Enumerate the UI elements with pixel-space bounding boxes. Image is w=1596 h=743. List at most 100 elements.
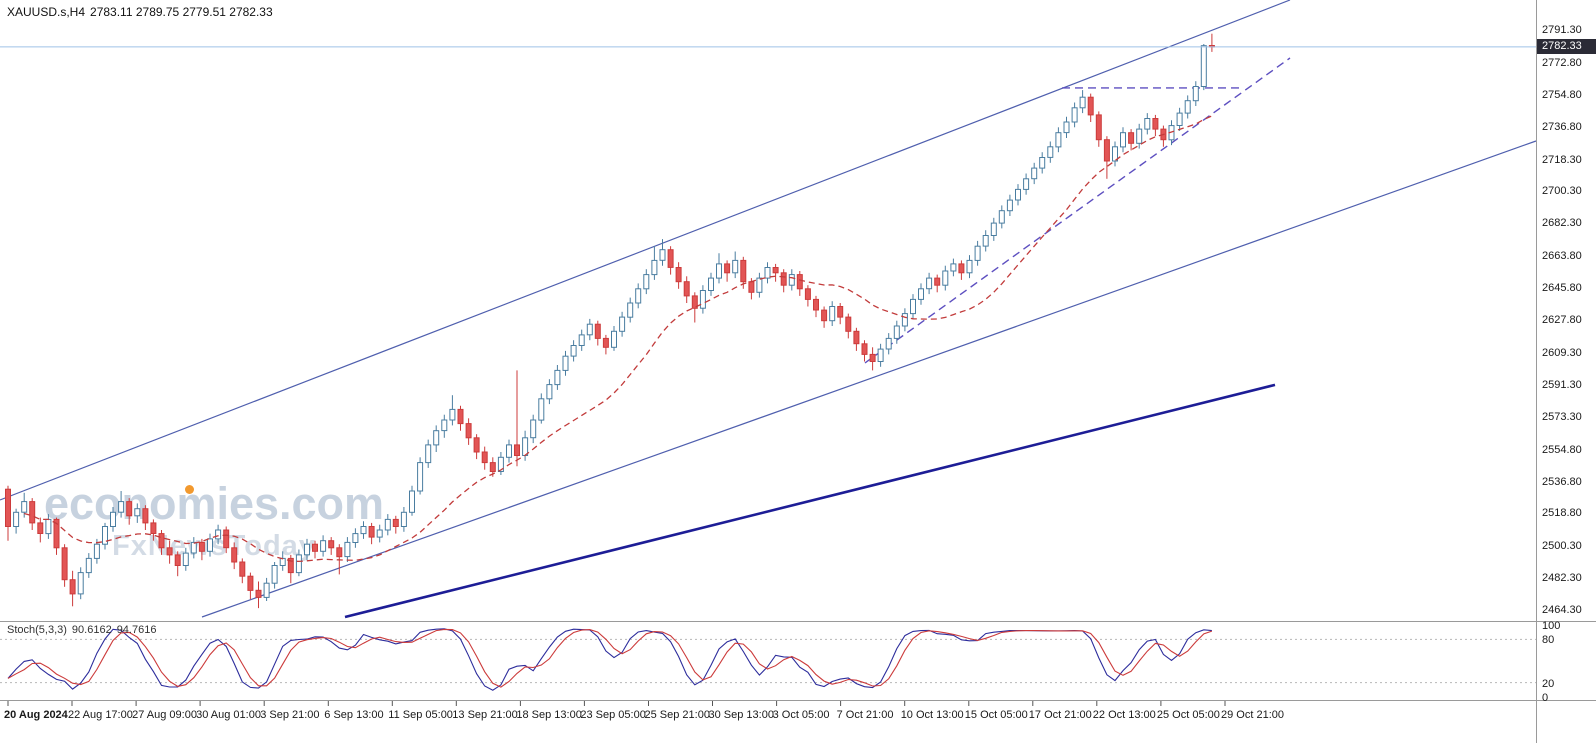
time-axis-label: 23 Sep 05:00 [580,709,646,721]
candle [433,430,440,446]
indicator-scale-label: 80 [1542,634,1555,647]
candle [336,547,343,558]
candle [166,547,173,556]
candle [788,274,795,286]
candle [1176,112,1183,126]
candle [118,501,125,513]
price-axis-label: 2663.80 [1542,250,1582,263]
candle [110,511,116,527]
price-axis-label: 2554.80 [1542,443,1582,456]
time-axis[interactable]: 20 Aug 2024 22 Aug 17:00 27 Aug 09:00 30 Au… [0,701,1536,743]
time-axis-label: 25 Sep 21:00 [644,709,710,721]
candle [708,277,714,292]
candle [142,508,149,524]
candle [190,541,197,554]
watermark-orange-dot [185,485,194,494]
candle [1095,114,1102,141]
current-price-badge: 2782.33 [1537,38,1596,54]
candle [231,547,238,563]
candle [546,384,553,400]
candle [1200,45,1207,87]
candle [360,526,367,535]
price-axis-label: 2464.30 [1542,604,1582,617]
trendline-long-term-support[interactable] [344,383,1276,619]
candle [942,270,949,286]
candle [732,259,739,274]
candle [344,541,351,558]
candle [150,522,157,535]
candle [667,249,674,268]
time-axis-label: 22 Aug 17:00 [68,709,133,721]
candle [271,565,278,584]
candle [207,538,213,552]
candle [845,316,852,332]
candle [861,343,868,355]
stoch-main-line[interactable] [7,628,1212,691]
watermark-subbrand: FxNewsToday [112,530,316,563]
candle [1192,86,1199,102]
candle [602,337,609,348]
candle [1136,128,1143,144]
price-axis[interactable]: 2782.33 2791.30 2772.80 2754.80 2736.80 2718… [1537,0,1596,743]
candle [481,451,488,464]
candle [1031,167,1038,180]
candle [174,554,181,567]
candle [1112,146,1118,162]
symbol-period-label: XAUUSD.s,H4 [7,5,86,19]
time-axis-label: 10 Oct 13:00 [900,709,964,721]
candle [691,295,698,309]
candle [958,263,965,274]
indicator-scale-label: 0 [1542,692,1549,704]
candle [279,557,286,567]
candle [465,423,472,439]
time-axis-label: 17 Oct 21:00 [1028,709,1092,721]
moving-average-line[interactable] [24,115,1213,563]
time-axis-label: 27 Aug 09:00 [132,709,197,721]
trendline-channel-upper[interactable] [0,0,1291,501]
candle [1087,96,1094,116]
candle [77,572,84,595]
candle [13,511,20,527]
candle [1120,132,1126,148]
candlesticks[interactable] [5,33,1215,609]
candle [1184,100,1191,114]
candle [562,355,569,371]
candle [247,575,254,591]
indicator-scale-label: 20 [1542,677,1555,690]
indicator-name: Stoch(5,3,3) [7,624,67,636]
chart-title: XAUUSD.s,H4 2783.11 2789.75 2779.51 2782.… [7,5,278,19]
time-axis-label: 25 Oct 05:00 [1156,709,1220,721]
price-axis-label: 2736.80 [1542,120,1582,133]
time-axis-label: 15 Oct 05:00 [964,709,1028,721]
candle [877,348,884,363]
candle [295,554,302,574]
candle [1015,188,1021,201]
time-axis-label: 30 Aug 01:00 [196,709,261,721]
time-axis-label: 13 Sep 21:00 [452,709,518,721]
candle [1006,199,1013,212]
candle [53,518,60,549]
price-axis-label: 2700.30 [1542,185,1582,198]
candle [352,533,359,543]
candle [683,281,690,297]
candle [400,511,407,527]
trendline-rising-support-dashed[interactable] [864,57,1291,364]
candle [893,325,900,339]
candle [126,501,133,517]
candle [255,589,262,598]
price-axis-label: 2536.80 [1542,475,1582,488]
time-axis-label: 11 Sep 05:00 [388,709,453,721]
candle [578,334,585,346]
candle [417,462,424,492]
candle [85,557,92,574]
candle [885,337,892,350]
candle [934,277,941,286]
candle [716,263,722,279]
stoch-signal-line[interactable] [7,628,1213,688]
candle [594,323,601,339]
indicator-label: Stoch(5,3,3) 90.6162 94.7616 [7,624,161,636]
trendline-channel-lower[interactable] [201,140,1537,618]
ohlc-values: 2783.11 2789.75 2779.51 2782.33 [90,5,273,19]
candle [1103,139,1110,162]
